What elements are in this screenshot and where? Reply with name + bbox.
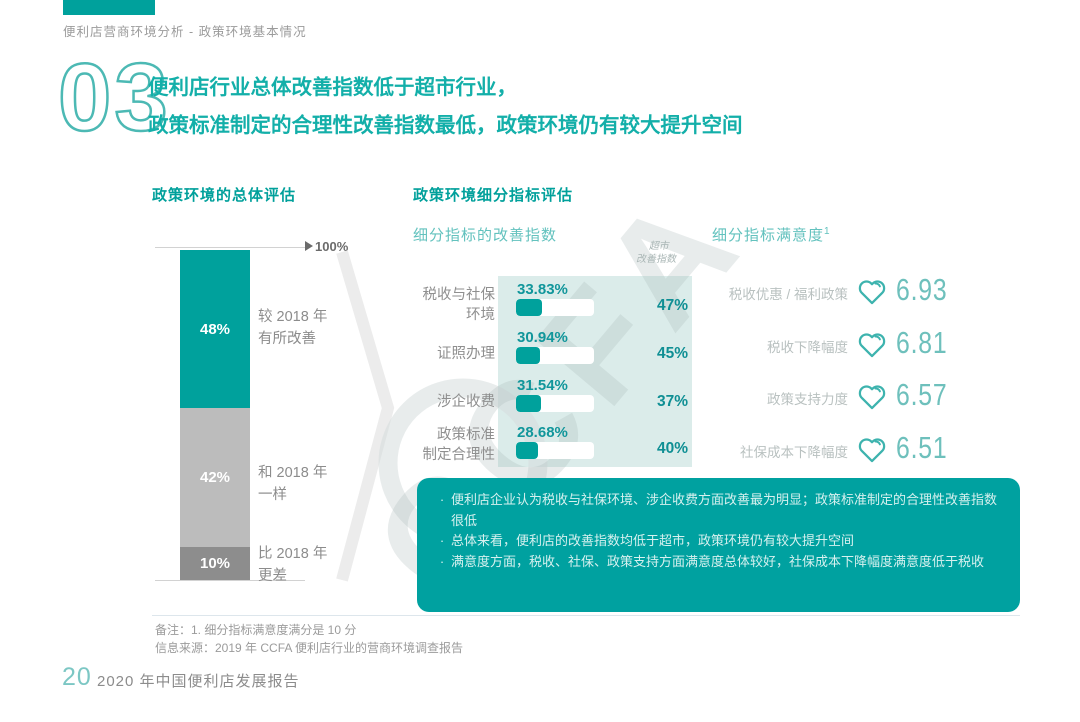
- page-title-line1: 便利店行业总体改善指数低于超市行业，: [148, 76, 517, 99]
- stacked-segment-improved: 48%: [180, 250, 250, 409]
- section-number: 03: [57, 44, 171, 151]
- supermarket-value: 37%: [656, 393, 688, 410]
- footnote-divider: [152, 615, 1020, 616]
- cvs-value: 30.94%: [517, 329, 568, 346]
- satisfaction-subheading: 细分指标满意度1: [712, 226, 831, 244]
- detail-chart-heading: 政策环境细分指标评估: [413, 187, 574, 204]
- insight-item: · 总体来看，便利店的改善指数均低于超市，政策环境仍有较大提升空间: [433, 531, 1000, 552]
- heart-icon: [858, 280, 886, 305]
- overall-chart-heading: 政策环境的总体评估: [152, 187, 297, 204]
- footnote-marker: 1: [824, 226, 831, 237]
- satisfaction-score: 6.81: [896, 325, 948, 360]
- insight-list: · 便利店企业认为税收与社保环境、涉企收费方面改善最为明显；政策标准制定的合理性…: [433, 490, 1000, 572]
- cvs-bar: [516, 347, 594, 364]
- footnote-source: 信息来源：2019 年 CCFA 便利店行业的营商环境调查报告: [155, 641, 464, 655]
- axis-100-label: 100%: [305, 239, 348, 254]
- bullet-icon: ·: [439, 553, 445, 569]
- satisfaction-label: 社保成本下降幅度: [740, 445, 848, 460]
- satisfaction-label: 税收下降幅度: [767, 340, 848, 355]
- breadcrumb: 便利店营商环境分析 - 政策环境基本情况: [63, 25, 307, 39]
- segment-label-same: 和 2018 年 一样: [258, 465, 328, 503]
- cvs-value: 31.54%: [517, 377, 568, 394]
- page-title-line2: 政策标准制定的合理性改善指数最低，政策环境仍有较大提升空间: [148, 114, 743, 137]
- improvement-index-subheading: 细分指标的改善指数: [413, 227, 558, 244]
- supermarket-value: 45%: [656, 345, 688, 362]
- page-number: 20: [62, 663, 92, 691]
- segment-value-label: 48%: [199, 320, 231, 338]
- cvs-bar: [516, 442, 594, 459]
- header-accent-bar: [63, 0, 155, 15]
- satisfaction-score: 6.51: [896, 430, 948, 465]
- stacked-segment-worse: 10%: [180, 546, 250, 580]
- heart-icon: [858, 385, 886, 410]
- cvs-value: 28.68%: [517, 424, 568, 441]
- supermarket-value: 40%: [656, 440, 688, 457]
- indicator-label: 证照办理: [437, 346, 495, 362]
- axis-top-line: [155, 247, 305, 248]
- segment-label-improved: 较 2018 年 有所改善: [258, 309, 328, 347]
- cvs-bar-fill: [516, 299, 543, 316]
- page-title: 便利店行业总体改善指数低于超市行业， 政策标准制定的合理性改善指数最低，政策环境…: [148, 69, 743, 145]
- insight-item: · 满意度方面，税收、社保、政策支持方面满意度总体较好，社保成本下降幅度满意度低…: [433, 552, 1000, 573]
- axis-base-line: [155, 580, 305, 581]
- cvs-value: 33.83%: [517, 281, 568, 298]
- footnote-1: 备注：1. 细分指标满意度满分是 10 分: [155, 623, 357, 637]
- insight-box: · 便利店企业认为税收与社保环境、涉企收费方面改善最为明显；政策标准制定的合理性…: [417, 478, 1020, 612]
- heart-icon: [858, 333, 886, 358]
- satisfaction-label: 政策支持力度: [767, 392, 848, 407]
- segment-label-worse: 比 2018 年 更差: [258, 546, 328, 584]
- cvs-bar-fill: [516, 442, 539, 459]
- satisfaction-score: 6.93: [896, 272, 948, 307]
- cvs-bar-fill: [516, 395, 541, 412]
- indicator-label: 政策标准 制定合理性: [422, 427, 496, 463]
- satisfaction-label: 税收优惠 / 福利政策: [728, 287, 848, 302]
- bullet-icon: ·: [439, 492, 445, 507]
- supermarket-column-header: 超市 改善指数: [635, 241, 678, 265]
- arrow-right-icon: [305, 241, 313, 251]
- cvs-bar: [516, 299, 594, 316]
- report-title: 2020 年中国便利店发展报告: [97, 673, 300, 690]
- cvs-bar: [516, 395, 594, 412]
- bullet-icon: ·: [439, 533, 445, 548]
- heart-icon: [858, 438, 886, 463]
- satisfaction-score: 6.57: [896, 377, 948, 412]
- insight-item: · 便利店企业认为税收与社保环境、涉企收费方面改善最为明显；政策标准制定的合理性…: [433, 490, 1000, 531]
- segment-value-label: 42%: [199, 469, 231, 487]
- segment-value-label: 10%: [199, 554, 231, 572]
- cvs-bar-fill: [516, 347, 541, 364]
- stacked-bar: 48% 42% 10%: [180, 250, 250, 580]
- indicator-label: 税收与社保 环境: [422, 287, 496, 323]
- indicator-label: 涉企收费: [437, 394, 495, 410]
- stacked-segment-same: 42%: [180, 408, 250, 547]
- supermarket-value: 47%: [656, 297, 688, 314]
